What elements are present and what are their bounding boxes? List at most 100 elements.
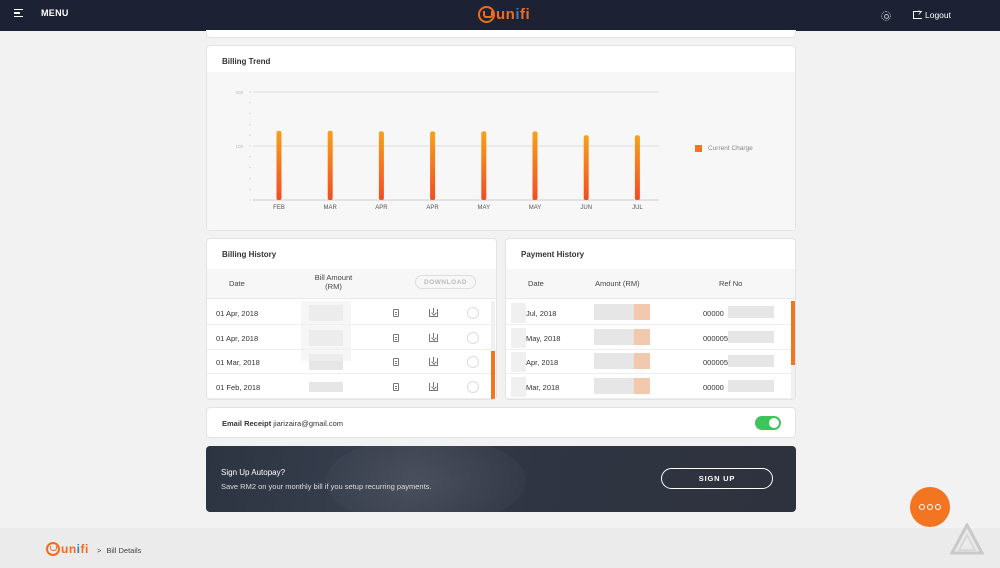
col-bill-amount-line1: Bill Amount [314, 273, 353, 282]
menu-label: MENU [41, 8, 69, 18]
redacted-ref [728, 306, 774, 318]
top-navigation-bar: MENU unifi Logout [0, 0, 1000, 31]
payment-history-card: Payment History Date Amount (RM) Ref No … [505, 238, 796, 400]
logo-prefix: un [496, 6, 516, 23]
billing-row-date: 01 Feb, 2018 [216, 382, 261, 392]
download-icon[interactable] [429, 332, 438, 342]
payment-row-date: Mar, 2018 [526, 382, 560, 392]
redacted-date-prefix [511, 327, 526, 348]
chart-bar[interactable] [532, 131, 538, 200]
view-bill-icon[interactable] [393, 333, 399, 342]
x-tick-label: MAY [529, 205, 542, 211]
sign-up-button[interactable]: SIGN UP [661, 468, 773, 489]
redacted-amount [594, 328, 634, 345]
payment-row-ref: 000005 [703, 358, 729, 367]
x-tick-label: APR [375, 205, 388, 211]
download-icon[interactable] [429, 308, 438, 317]
select-bill-radio[interactable] [467, 307, 479, 319]
redacted-amount-tail [634, 328, 650, 345]
billing-row-date: 01 Apr, 2018 [216, 333, 259, 343]
dot-icon [935, 504, 941, 510]
chart-bar[interactable] [327, 130, 333, 200]
logout-icon [913, 7, 922, 19]
redacted-area [301, 301, 351, 361]
redacted-ref [728, 379, 774, 392]
breadcrumb-current: Bill Details [106, 546, 142, 555]
x-tick-label: MAR [324, 205, 338, 211]
chart-bar[interactable] [378, 131, 384, 200]
col-date: Date [229, 279, 245, 288]
billing-row: 01 Feb, 2018 [207, 375, 496, 399]
email-receipt-label: Email Receipt [222, 419, 272, 428]
billing-trend-title: Billing Trend [222, 57, 271, 66]
redacted-date-prefix [511, 303, 526, 323]
select-bill-radio[interactable] [467, 380, 479, 393]
logo-suffix: fi [520, 6, 531, 23]
select-bill-radio[interactable] [467, 356, 479, 368]
chart-bar[interactable] [430, 131, 436, 200]
chart-bar[interactable] [583, 135, 589, 200]
y-tick-label: 100 [235, 144, 243, 149]
download-button[interactable]: DOWNLOAD [415, 275, 476, 289]
menu-button[interactable]: MENU [14, 8, 69, 18]
billing-row-date: 01 Mar, 2018 [216, 358, 260, 367]
email-receipt-toggle[interactable] [755, 416, 781, 430]
billing-scrollbar-thumb[interactable] [491, 351, 495, 399]
dot-icon [919, 504, 925, 510]
redacted-amount-tail [634, 353, 650, 369]
x-tick-label: JUL [632, 205, 643, 211]
logo-accent: i [515, 6, 520, 23]
footer-breadcrumb-bar: unifi > Bill Details [0, 528, 1000, 568]
unifi-logo[interactable]: unifi [478, 6, 530, 23]
redacted-amount [594, 377, 634, 394]
chart-bar[interactable] [481, 131, 487, 200]
x-tick-label: APR [426, 205, 439, 211]
redacted-ref [728, 330, 774, 343]
payment-row: Jul, 2018 00000 [506, 301, 795, 325]
payment-row-ref: 00000 [703, 382, 724, 392]
download-icon[interactable] [429, 357, 438, 366]
chart-legend: Current Charge [695, 145, 753, 152]
billing-trend-chart-area: 200 100 FEB MAR APR APR MAY MAY JUN JUL Current … [207, 72, 795, 230]
col-bill-amount-line2: (RM) [325, 282, 342, 291]
col-bill-amount: Bill Amount (RM) [311, 273, 356, 291]
billing-scroll-track[interactable] [491, 301, 495, 399]
x-tick-label: MAY [478, 205, 491, 211]
logo-suffix: fi [80, 542, 89, 556]
logo-prefix: un [61, 542, 77, 556]
payment-row-ref: 000005 [703, 333, 729, 343]
payment-scrollbar-thumb[interactable] [791, 301, 795, 365]
payment-row: May, 2018 000005 [506, 326, 795, 350]
view-bill-icon[interactable] [393, 382, 399, 391]
payment-history-title: Payment History [521, 250, 585, 259]
payment-row: Apr, 2018 000005 [506, 350, 795, 374]
email-address: jiarizaira@gmail.com [273, 419, 343, 428]
x-tick-label: FEB [273, 205, 285, 211]
view-bill-icon[interactable] [393, 309, 399, 317]
payment-row-date: Jul, 2018 [526, 309, 557, 318]
legend-swatch [695, 145, 702, 152]
email-receipt-card: Email Receipt jiarizaira@gmail.com [206, 407, 796, 438]
payment-row-ref: 00000 [703, 309, 724, 318]
footer-unifi-logo[interactable]: unifi [46, 542, 89, 556]
billing-history-title: Billing History [222, 250, 277, 259]
select-bill-radio[interactable] [467, 331, 479, 344]
billing-row: 01 Mar, 2018 [207, 350, 496, 374]
settings-gear-icon[interactable] [881, 11, 891, 21]
chart-bar[interactable] [276, 130, 282, 200]
redacted-amount [594, 304, 634, 320]
x-tick-label: JUN [580, 205, 592, 211]
chart-bar[interactable] [634, 135, 640, 200]
billing-row-date: 01 Apr, 2018 [216, 309, 259, 318]
download-icon[interactable] [429, 381, 438, 391]
view-bill-icon[interactable] [393, 358, 399, 366]
billing-table-header: Date Bill Amount (RM) DOWNLOAD [207, 269, 496, 299]
redacted-date-prefix [511, 352, 526, 372]
previous-card-bottom [206, 30, 796, 38]
y-tick-label: 200 [235, 90, 243, 95]
autopay-banner: Sign Up Autopay? Save RM2 on your monthl… [206, 446, 796, 512]
redacted-amount [594, 353, 634, 369]
more-options-fab[interactable] [910, 487, 950, 527]
logout-button[interactable]: Logout [913, 7, 951, 20]
col-amount: Amount (RM) [595, 279, 640, 288]
